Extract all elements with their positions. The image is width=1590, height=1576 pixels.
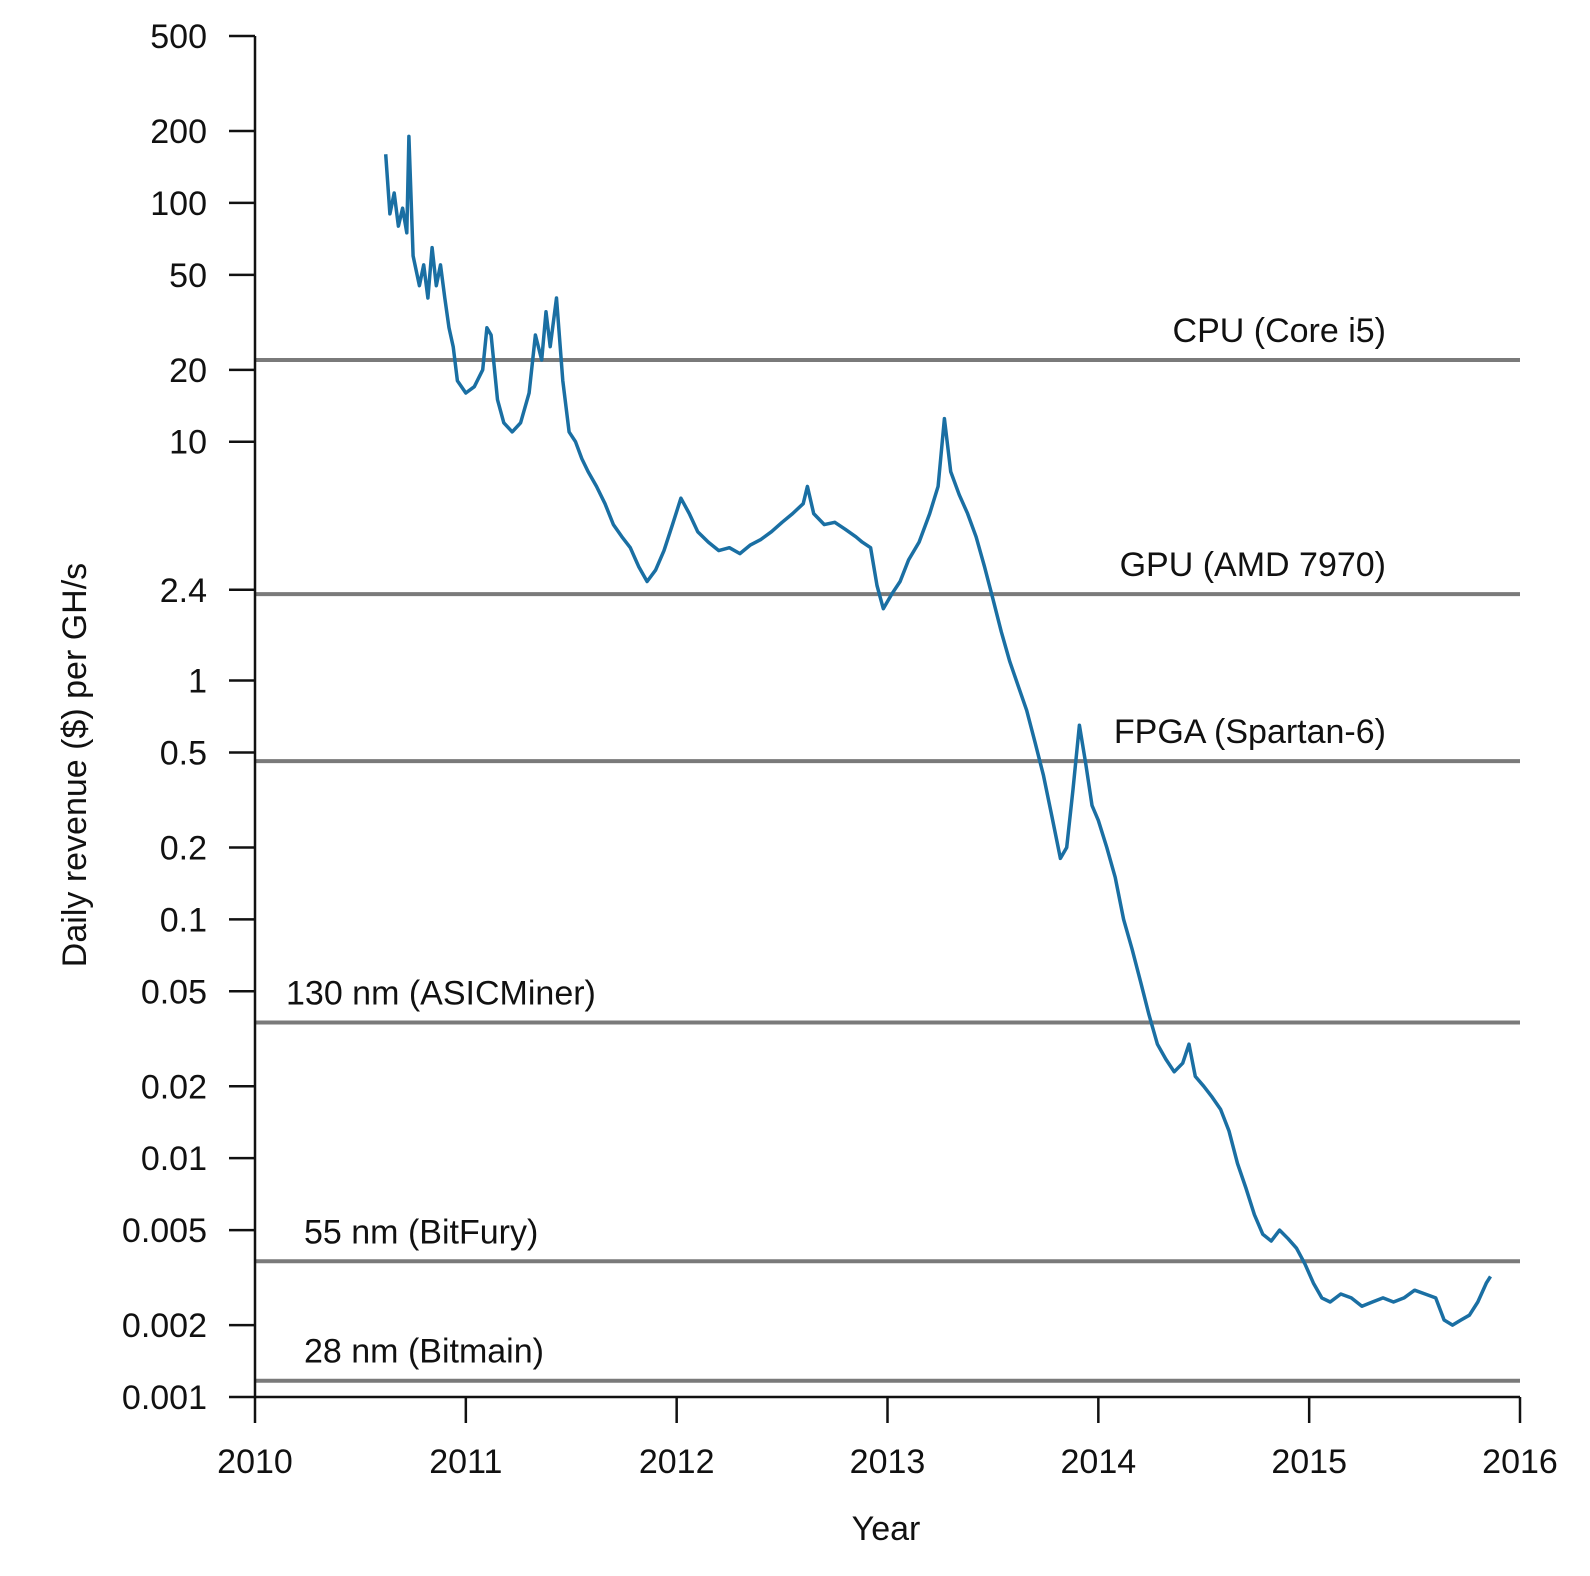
reference-line-label: 55 nm (BitFury) <box>304 1213 538 1251</box>
y-tick-label: 50 <box>169 257 207 295</box>
x-tick-label: 2012 <box>639 1443 715 1481</box>
y-tick-label: 2.4 <box>160 572 207 610</box>
x-tick-label: 2016 <box>1482 1443 1558 1481</box>
x-tick-label: 2015 <box>1271 1443 1347 1481</box>
y-tick-label: 0.01 <box>141 1140 207 1178</box>
y-tick-label: 1 <box>188 663 207 701</box>
y-tick-label: 0.1 <box>160 901 207 939</box>
x-axis-title: Year <box>852 1510 921 1548</box>
reference-line-label: CPU (Core i5) <box>1173 312 1386 350</box>
x-tick-label: 2010 <box>217 1443 293 1481</box>
y-tick-label: 0.05 <box>141 973 207 1011</box>
x-tick-label: 2014 <box>1061 1443 1137 1481</box>
reference-line-label: GPU (AMD 7970) <box>1120 546 1386 584</box>
x-tick-label: 2013 <box>850 1443 926 1481</box>
reference-line-label: 28 nm (Bitmain) <box>304 1333 544 1371</box>
y-tick-label: 10 <box>169 424 207 462</box>
y-tick-label: 0.005 <box>122 1212 207 1250</box>
x-ticks: 2010 2011 2012 2013 2014 2015 2016 <box>217 1397 1558 1481</box>
y-tick-label: 0.001 <box>122 1379 207 1417</box>
y-axis-title: Daily revenue ($) per GH/s <box>56 563 94 967</box>
y-tick-label: 0.2 <box>160 829 207 867</box>
y-tick-label: 100 <box>150 185 207 223</box>
y-ticks: 500 200 100 50 20 10 2.4 1 0.5 0.2 0.1 0.05 0.02 0.01… <box>122 18 255 1417</box>
y-tick-label: 200 <box>150 113 207 151</box>
y-tick-label: 500 <box>150 18 207 56</box>
y-tick-label: 0.002 <box>122 1307 207 1345</box>
x-tick-label: 2011 <box>429 1443 502 1481</box>
y-tick-label: 0.5 <box>160 734 207 772</box>
reference-line-label: FPGA (Spartan-6) <box>1114 713 1386 751</box>
series-line <box>383 134 1492 1327</box>
reference-lines: CPU (Core i5) GPU (AMD 7970) FPGA (Spartan… <box>255 312 1520 1383</box>
y-tick-label: 20 <box>169 352 207 390</box>
y-tick-label: 0.02 <box>141 1068 207 1106</box>
series-layer <box>383 134 1492 1327</box>
reference-line-label: 130 nm (ASICMiner) <box>286 974 596 1012</box>
